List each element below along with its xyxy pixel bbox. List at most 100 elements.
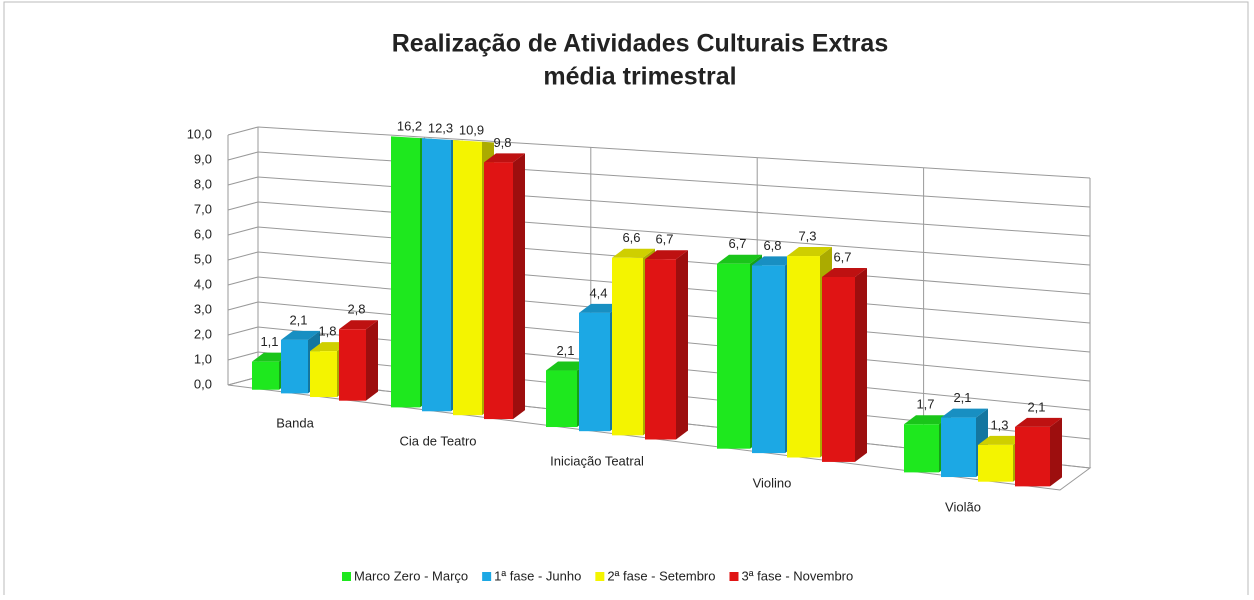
bar-front (787, 256, 820, 458)
tick-mark (227, 201, 259, 211)
tick-mark (227, 126, 259, 136)
y-tick-label: 10,0 (187, 126, 212, 141)
chart-subtitle: média trimestral (543, 63, 736, 91)
data-label: 4,4 (589, 285, 607, 300)
x-tick-label: Banda (276, 415, 314, 430)
legend-label: Marco Zero - Março (354, 568, 468, 583)
data-label: 1,7 (916, 397, 934, 412)
legend-label: 3ª fase - Novembro (741, 568, 853, 583)
data-label: 6,7 (833, 249, 851, 264)
x-tick-label: Violino (753, 476, 792, 491)
tick-mark (227, 276, 259, 286)
y-tick-label: 5,0 (194, 251, 212, 266)
bar-front (579, 312, 610, 432)
y-tick-label: 8,0 (194, 176, 212, 191)
grid-line (257, 126, 1091, 179)
tick-mark (227, 251, 259, 261)
bar-top (822, 268, 867, 278)
bar-top (484, 153, 525, 163)
legend-swatch (342, 572, 351, 581)
bar (339, 320, 378, 401)
legend-label: 1ª fase - Junho (494, 568, 581, 583)
data-label: 2,1 (953, 390, 971, 405)
bar-front (1015, 426, 1050, 487)
legend-swatch (482, 572, 492, 581)
y-tick-label: 6,0 (194, 226, 212, 241)
bar-top (645, 250, 688, 260)
tick-mark (227, 226, 259, 236)
bar-top (1015, 417, 1062, 427)
bar-side (855, 268, 867, 462)
bar-top (787, 247, 832, 257)
bar-top (612, 248, 655, 258)
bar-side (366, 320, 378, 401)
y-tick-label: 7,0 (194, 201, 212, 216)
tick-mark (227, 176, 259, 186)
x-tick-label: Cia de Teatro (399, 433, 476, 448)
data-label: 16,2 (397, 119, 422, 134)
legend-swatch (595, 572, 605, 581)
data-label: 2,1 (556, 343, 574, 358)
data-label: 2,1 (289, 312, 307, 327)
bar-front (546, 370, 577, 428)
data-label: 7,3 (798, 228, 816, 243)
data-label: 2,1 (1027, 399, 1045, 414)
data-label: 1,1 (260, 334, 278, 349)
tick-mark (227, 351, 259, 361)
tick-mark (227, 301, 259, 311)
bar-front (645, 259, 676, 440)
bar-front (612, 257, 643, 436)
data-label: 6,7 (655, 232, 673, 247)
legend-label: 2ª fase - Setembro (607, 568, 715, 583)
bar-front (717, 263, 750, 449)
bar-front (904, 424, 939, 473)
bar-front (252, 361, 279, 390)
bar-side (1050, 417, 1062, 487)
bar-top (941, 408, 988, 418)
data-label: 6,8 (763, 238, 781, 253)
bar-front (453, 129, 482, 416)
y-tick-label: 1,0 (194, 351, 212, 366)
bar (1015, 417, 1062, 487)
bar-top (717, 254, 762, 264)
bar-front (281, 339, 308, 394)
x-tick-label: Violão (945, 500, 981, 515)
bar-side (676, 250, 688, 440)
bar-side (513, 153, 525, 420)
data-label: 1,3 (990, 417, 1008, 432)
bar-front (310, 351, 337, 398)
bar-front (339, 329, 366, 401)
bar-top (978, 435, 1025, 445)
data-label: 12,3 (428, 120, 453, 135)
bar (645, 250, 688, 440)
x-tick-label: Iniciação Teatral (550, 453, 644, 468)
bar-front (422, 125, 451, 412)
bar-front (822, 277, 855, 462)
y-tick-label: 2,0 (194, 326, 212, 341)
bar (822, 268, 867, 462)
data-label: 9,8 (493, 135, 511, 150)
bar-front (391, 125, 420, 408)
bar-top (339, 320, 378, 330)
bar-top (904, 415, 951, 425)
data-label: 2,8 (347, 302, 365, 317)
tick-mark (227, 151, 259, 161)
y-tick-label: 9,0 (194, 151, 212, 166)
bar-front (752, 265, 785, 454)
y-tick-label: 3,0 (194, 301, 212, 316)
tick-mark (227, 326, 259, 336)
bar-top (546, 361, 589, 371)
bar (484, 153, 525, 420)
bar-top (281, 330, 320, 340)
bar-top (579, 303, 622, 313)
data-label: 6,7 (728, 236, 746, 251)
bar-front (484, 162, 513, 420)
chart-title: Realização de Atividades Culturais Extra… (392, 30, 888, 58)
data-label: 1,8 (318, 324, 336, 339)
y-tick-label: 4,0 (194, 276, 212, 291)
bar-top (752, 256, 797, 266)
data-label: 6,6 (622, 230, 640, 245)
bar-front (978, 444, 1013, 482)
bar-front (941, 417, 976, 478)
